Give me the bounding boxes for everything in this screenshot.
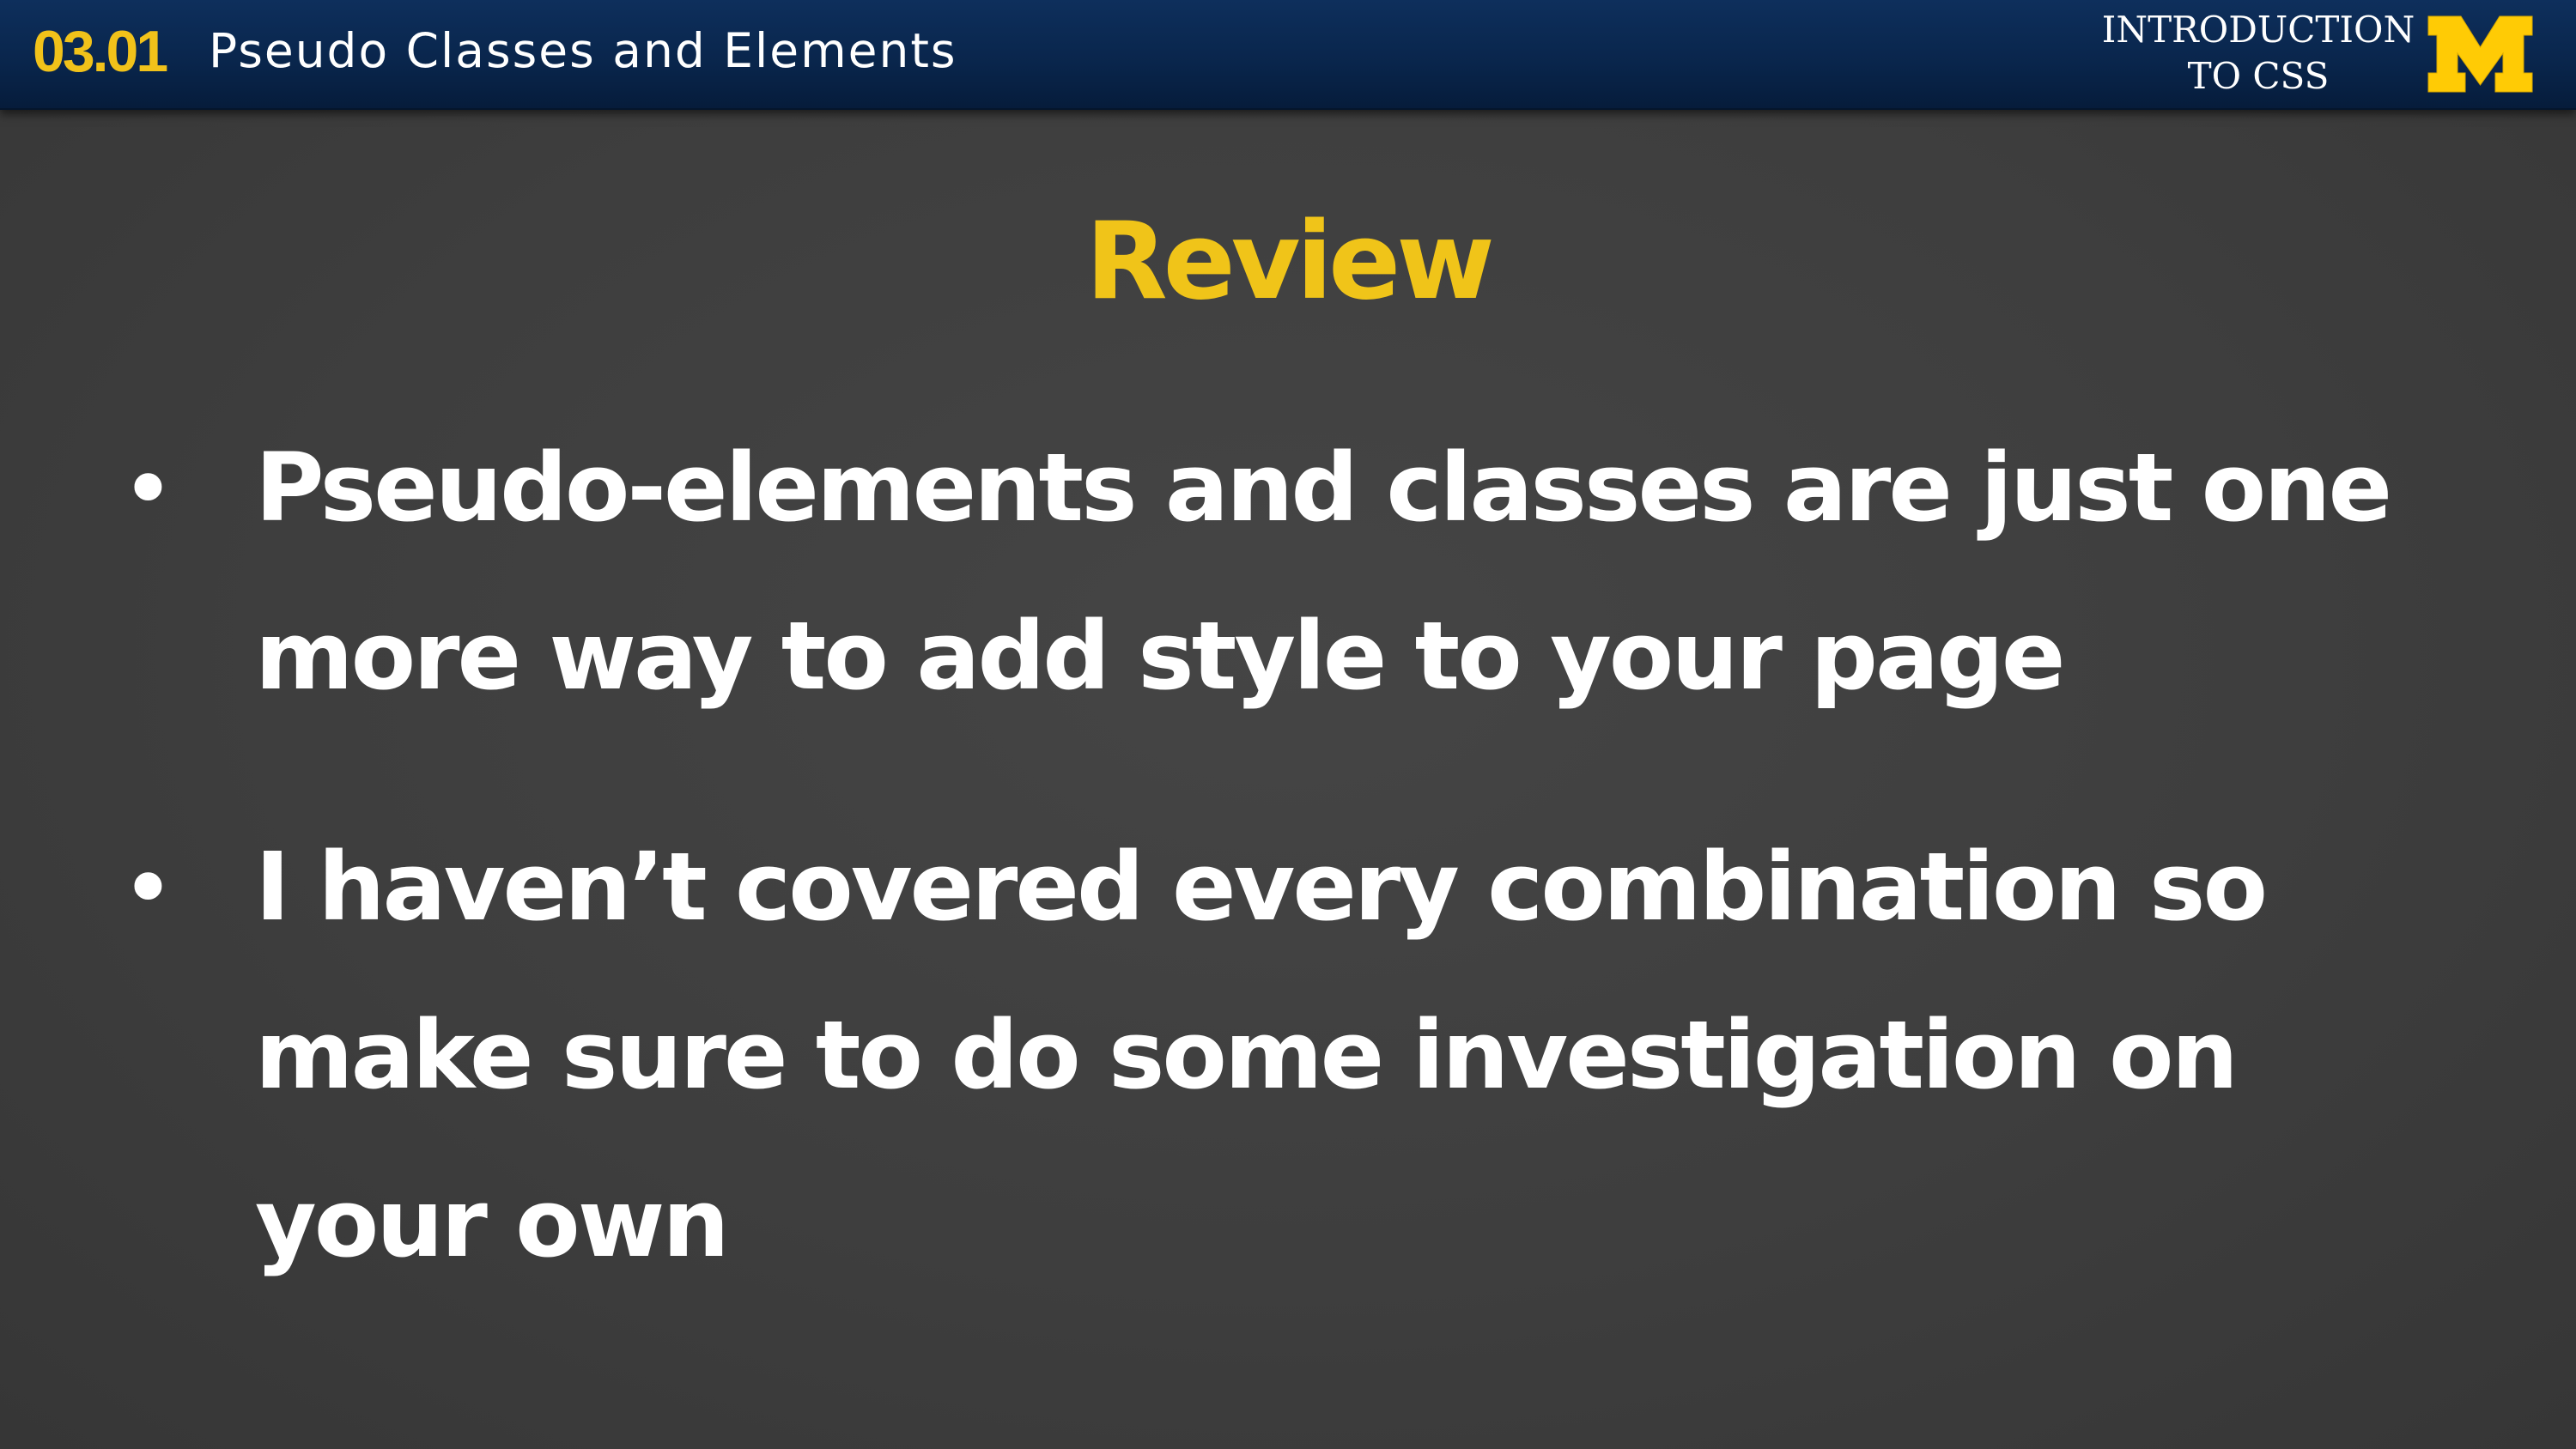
lesson-number: 03.01 — [33, 19, 168, 84]
block-m-logo-icon — [2427, 15, 2533, 93]
header-bar: 03.01 Pseudo Classes and Elements INTROD… — [0, 0, 2576, 110]
bullet-marker: • — [120, 834, 176, 943]
bullet-text: I haven’t covered every combination so m… — [255, 832, 2268, 1278]
bullet-text: Pseudo-elements and classes are just one… — [255, 433, 2392, 711]
slide-title: Review — [1085, 200, 1495, 324]
course-title: INTRODUCTION TO CSS — [2101, 9, 2415, 97]
lesson-title: Pseudo Classes and Elements — [209, 23, 957, 78]
bullet-marker: • — [120, 434, 176, 544]
